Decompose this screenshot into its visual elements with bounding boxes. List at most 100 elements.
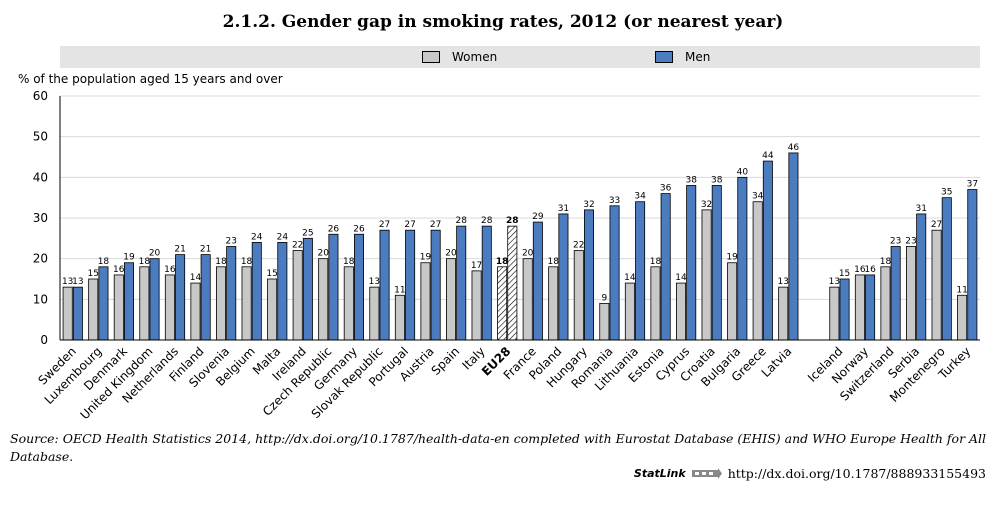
data-label: 34 <box>752 192 764 202</box>
bar-men <box>941 197 952 341</box>
data-label: 46 <box>788 143 800 153</box>
data-label: 15 <box>266 269 277 279</box>
data-label: 16 <box>854 265 866 275</box>
legend-swatch-men <box>655 51 673 63</box>
bar-women <box>931 229 942 341</box>
data-label: 18 <box>650 257 662 267</box>
data-label: 28 <box>455 216 467 226</box>
y-tick-label: 30 <box>33 211 48 225</box>
bar-men <box>200 254 211 341</box>
data-label: 27 <box>404 220 415 230</box>
bar-men <box>737 176 748 341</box>
data-label: 13 <box>62 277 73 287</box>
legend-label-men: Men <box>685 50 711 64</box>
bar-women <box>727 262 738 341</box>
data-label: 33 <box>609 196 620 206</box>
bar-women <box>752 201 763 341</box>
bar-women <box>113 274 124 341</box>
data-label: 16 <box>164 265 176 275</box>
bar-men <box>149 258 160 341</box>
bar-women <box>190 282 201 341</box>
data-label: 15 <box>839 269 850 279</box>
bar-men <box>762 160 773 341</box>
bar-women <box>624 282 635 341</box>
data-label: 20 <box>522 249 534 259</box>
bar-men <box>405 229 416 341</box>
data-label: 31 <box>915 204 926 214</box>
bar-women <box>446 258 457 341</box>
bar-men <box>98 266 109 341</box>
bar-women <box>267 278 278 341</box>
data-label: 37 <box>967 180 978 190</box>
data-label: 17 <box>471 261 482 271</box>
data-label: 18 <box>496 257 509 267</box>
bar-men <box>532 221 543 341</box>
data-label: 14 <box>624 273 636 283</box>
data-label: 14 <box>190 273 202 283</box>
bar-men <box>302 237 313 341</box>
bar-men <box>686 185 697 341</box>
bar-men <box>916 213 927 341</box>
data-label: 13 <box>369 277 380 287</box>
data-label: 21 <box>200 245 211 255</box>
data-label: 26 <box>353 224 365 234</box>
data-label: 18 <box>548 257 560 267</box>
bar-men <box>175 254 186 341</box>
bar-women <box>88 278 99 341</box>
y-axis-title: % of the population aged 15 years and ov… <box>18 72 283 86</box>
data-label: 40 <box>737 167 749 177</box>
bar-men <box>226 246 237 341</box>
bar-men <box>635 201 646 341</box>
data-label: 18 <box>98 257 110 267</box>
legend-swatch-women <box>422 51 440 63</box>
data-label: 23 <box>225 236 236 246</box>
data-label: 22 <box>292 241 303 251</box>
bar-men <box>251 241 262 341</box>
bar-men <box>123 262 134 341</box>
bar-women <box>676 282 687 341</box>
statlink-icon <box>691 468 722 479</box>
data-label: 36 <box>660 184 672 194</box>
bar-men <box>788 152 799 341</box>
chart-title: 2.1.2. Gender gap in smoking rates, 2012… <box>222 12 784 32</box>
bar-women <box>548 266 559 341</box>
bar-men <box>481 225 492 341</box>
legend: Women Men <box>60 46 980 68</box>
y-tick-label: 40 <box>33 170 48 184</box>
data-label: 28 <box>481 216 493 226</box>
bar-men <box>583 209 594 341</box>
bar-men <box>609 205 620 341</box>
data-label: 32 <box>583 200 594 210</box>
bar-men <box>277 241 288 341</box>
bar-women <box>471 270 482 341</box>
bar-women <box>216 266 227 341</box>
bar-men <box>379 229 390 341</box>
data-label: 26 <box>328 224 340 234</box>
data-label: 19 <box>420 253 432 263</box>
bar-women <box>497 266 508 341</box>
bar-men <box>353 233 364 341</box>
legend-item-women: Women <box>422 50 497 64</box>
statlink-brand: StatLink <box>633 467 686 480</box>
y-tick-label: 60 <box>33 89 48 103</box>
bar-women <box>343 266 354 341</box>
data-label: 13 <box>778 277 789 287</box>
bar-men <box>890 246 901 341</box>
bar-women <box>701 209 712 341</box>
statlink-url[interactable]: http://dx.doi.org/10.1787/888933155493 <box>727 466 986 481</box>
data-label: 18 <box>139 257 151 267</box>
data-label: 11 <box>394 285 405 295</box>
data-label: 20 <box>149 249 161 259</box>
data-label: 28 <box>506 216 519 226</box>
bar-men <box>967 189 978 341</box>
bar-women <box>957 294 968 341</box>
data-label: 15 <box>88 269 99 279</box>
data-label: 19 <box>123 253 135 263</box>
bar-men <box>72 286 83 341</box>
bar-women <box>906 246 917 341</box>
y-tick-label: 50 <box>33 130 48 144</box>
bar-men <box>558 213 569 341</box>
data-label: 34 <box>634 192 646 202</box>
bar-men <box>660 193 671 341</box>
